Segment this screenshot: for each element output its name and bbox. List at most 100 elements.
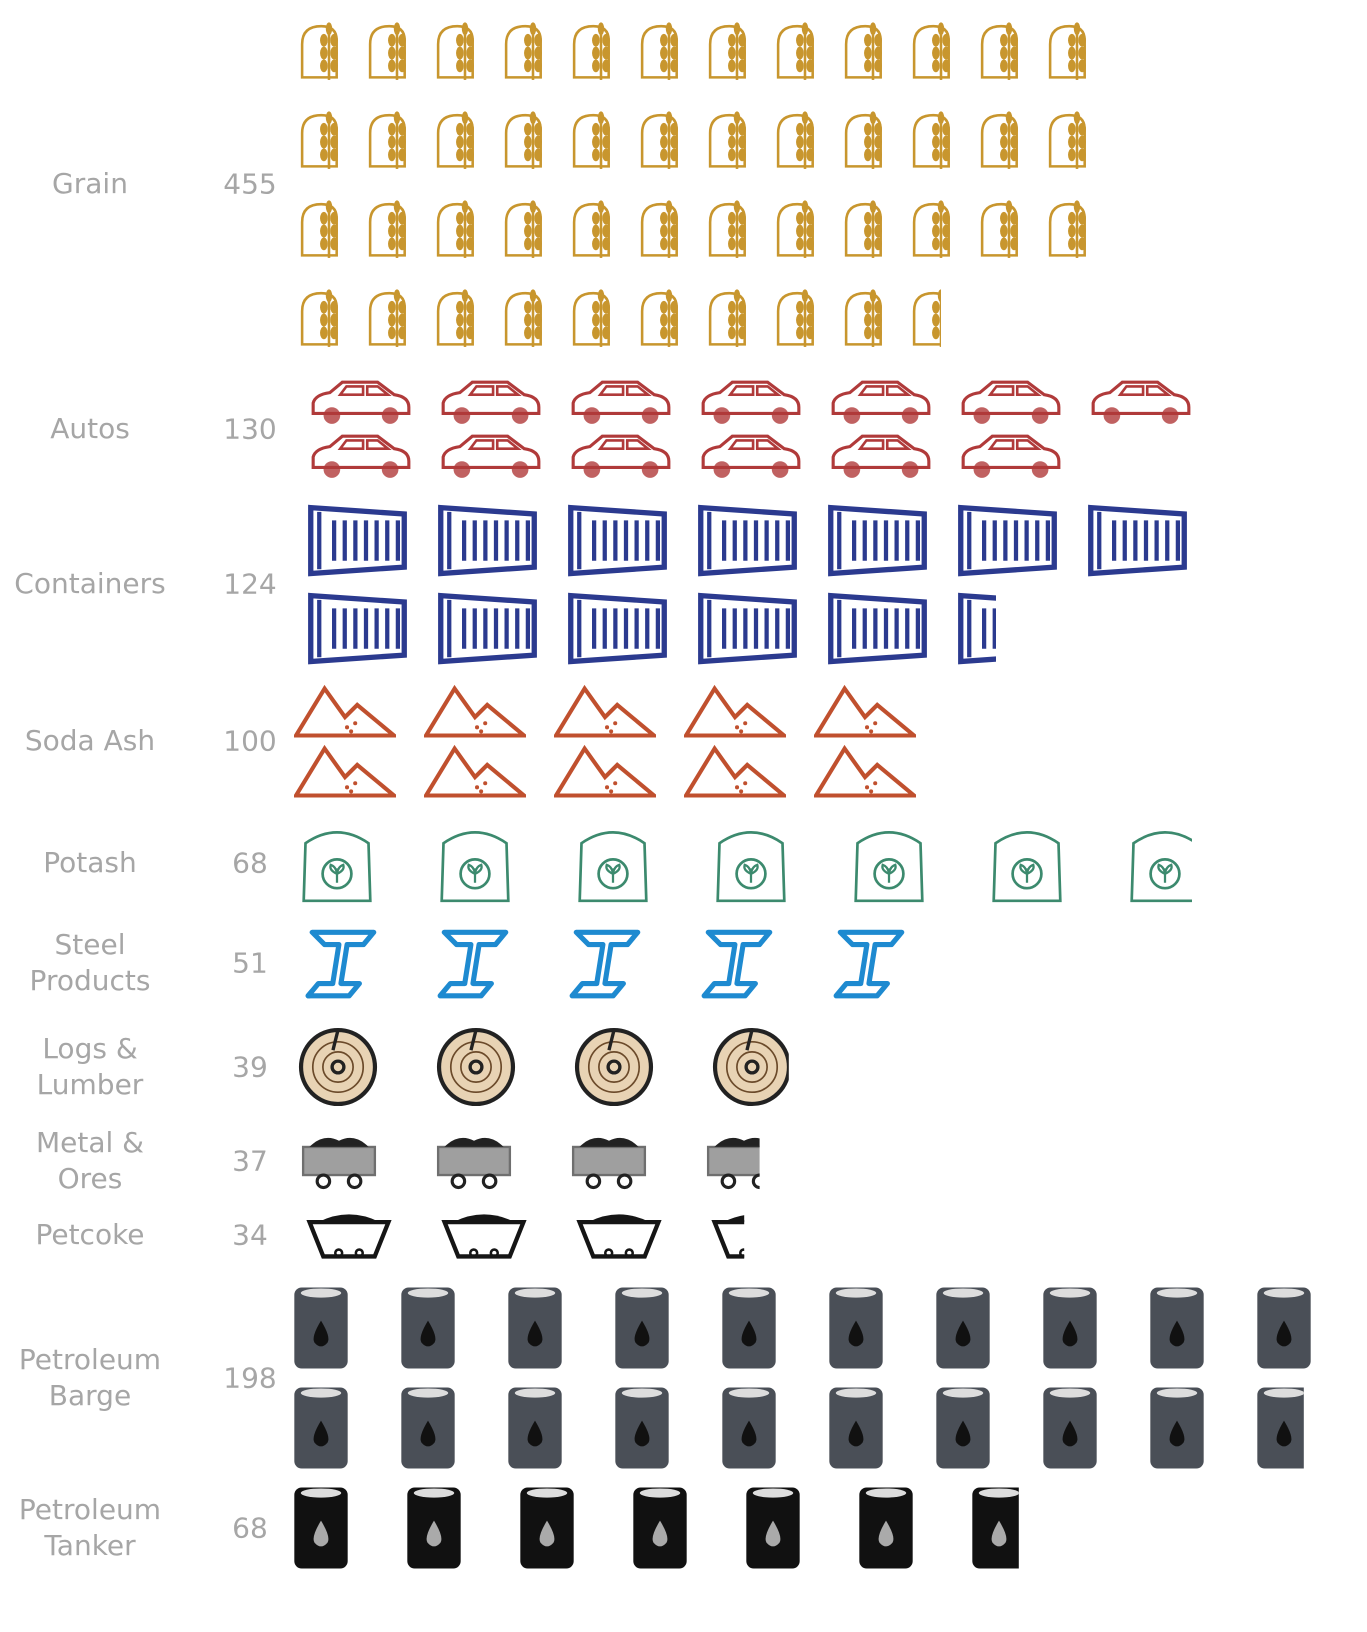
icon — [912, 20, 952, 82]
icon — [310, 1214, 389, 1256]
icon — [1091, 380, 1191, 426]
icon — [776, 20, 816, 82]
category-label: Logs & Lumber — [36, 1032, 144, 1101]
icon — [936, 1287, 990, 1369]
icon — [294, 1487, 348, 1569]
icon — [715, 1214, 794, 1256]
value-label: 130 — [223, 412, 277, 446]
icon — [912, 109, 952, 171]
icon — [436, 287, 476, 349]
icon — [776, 198, 816, 260]
icon — [300, 287, 340, 349]
icon — [831, 508, 925, 574]
icon — [445, 1214, 524, 1256]
value-label: 37 — [232, 1144, 268, 1178]
value-label: 51 — [232, 946, 268, 980]
icon — [701, 596, 795, 662]
icon — [640, 198, 680, 260]
icon — [961, 434, 1061, 480]
icon — [722, 1287, 776, 1369]
icon — [746, 1487, 800, 1569]
icon — [1043, 1387, 1097, 1469]
icon — [640, 109, 680, 171]
category-label: Petroleum Barge — [18, 1343, 162, 1412]
icon — [294, 1387, 348, 1469]
category-label: Soda Ash — [24, 724, 156, 757]
icon — [308, 932, 374, 996]
icon — [1257, 1387, 1304, 1469]
icon — [571, 508, 665, 574]
icon — [844, 109, 884, 171]
icon — [300, 198, 340, 260]
icon — [571, 434, 671, 480]
icon — [912, 198, 952, 260]
icon — [301, 1136, 377, 1190]
icon — [776, 287, 816, 349]
icon — [572, 932, 638, 996]
icon — [992, 830, 1062, 903]
icon — [571, 596, 665, 662]
category-label: Metal & Ores — [35, 1126, 145, 1195]
icon — [980, 20, 1020, 82]
icon — [441, 380, 541, 426]
icon — [368, 198, 408, 260]
icon — [708, 287, 748, 349]
icon — [368, 109, 408, 171]
icon — [980, 198, 1020, 260]
value-label: 124 — [223, 567, 277, 600]
icon — [296, 749, 394, 796]
icon — [1257, 1287, 1311, 1369]
icon — [708, 198, 748, 260]
icon — [300, 20, 340, 82]
icon — [572, 198, 612, 260]
icon — [776, 109, 816, 171]
category-label: Autos — [50, 412, 130, 445]
icon — [961, 596, 1055, 662]
icon — [571, 1136, 647, 1190]
icon — [980, 109, 1020, 171]
icon — [436, 198, 476, 260]
icon — [401, 1387, 455, 1469]
icon — [716, 830, 786, 903]
icon — [440, 932, 506, 996]
icon — [844, 198, 884, 260]
icon — [441, 434, 541, 480]
icon — [426, 749, 524, 796]
icon — [640, 20, 680, 82]
icon — [706, 1136, 760, 1190]
icon — [829, 1287, 883, 1369]
icon — [572, 109, 612, 171]
icon — [572, 287, 612, 349]
icon — [854, 830, 924, 903]
icon — [704, 932, 770, 996]
icon — [436, 109, 476, 171]
icon — [301, 1030, 375, 1104]
icon — [311, 380, 411, 426]
icon — [686, 749, 784, 796]
icon — [300, 109, 340, 171]
icon — [508, 1387, 562, 1469]
icon — [640, 287, 680, 349]
icon — [577, 1030, 651, 1104]
icon — [708, 20, 748, 82]
icon — [436, 20, 476, 82]
icon — [311, 596, 405, 662]
category-label: Grain — [52, 167, 128, 200]
icon — [831, 596, 925, 662]
icon — [436, 1136, 512, 1190]
icon — [708, 109, 748, 171]
icon — [936, 1387, 990, 1469]
icon — [311, 508, 405, 574]
icon — [311, 434, 411, 480]
icon — [504, 20, 544, 82]
icon — [1048, 109, 1088, 171]
icon — [426, 689, 524, 736]
category-label: Petcoke — [35, 1218, 145, 1251]
icon — [1043, 1287, 1097, 1369]
icon — [836, 932, 902, 996]
icon — [368, 287, 408, 349]
icon — [972, 1487, 1019, 1569]
icon — [715, 1030, 789, 1104]
